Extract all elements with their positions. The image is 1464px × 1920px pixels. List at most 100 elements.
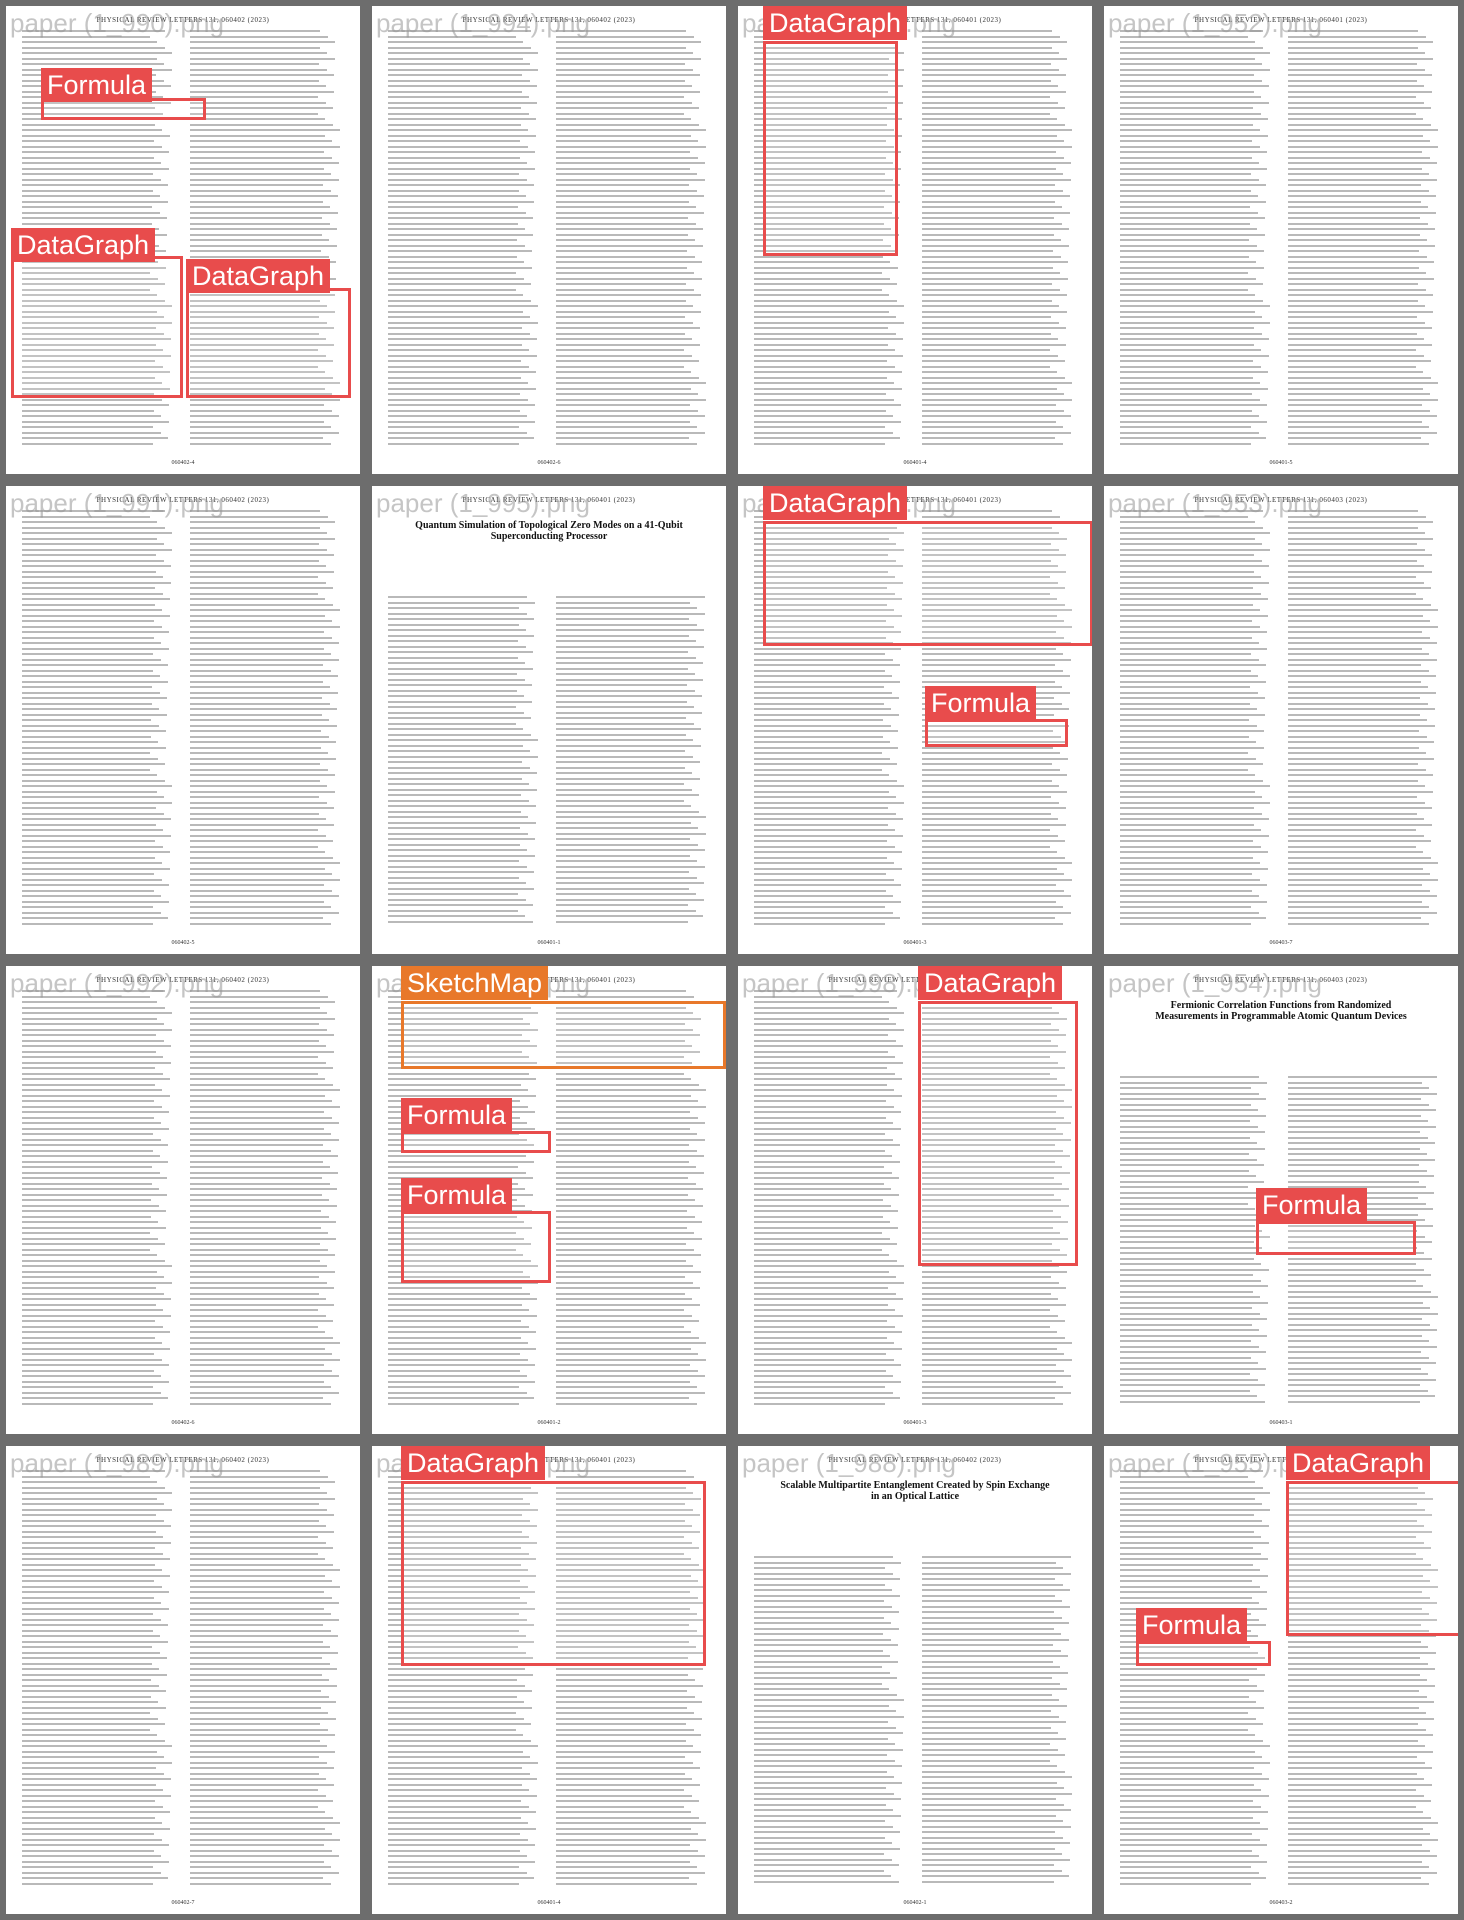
- text-line: [754, 697, 899, 699]
- text-line: [190, 1508, 327, 1511]
- text-line: [556, 1728, 694, 1731]
- text-line: [556, 799, 684, 802]
- text-line: [556, 200, 689, 203]
- text-line: [1120, 1296, 1260, 1298]
- text-line: [1120, 431, 1259, 434]
- text-line: [1288, 299, 1418, 302]
- text-line: [388, 1701, 524, 1703]
- text-line: [1120, 906, 1251, 908]
- text-line: [388, 1767, 522, 1769]
- text-line: [22, 1034, 156, 1036]
- text-line: [22, 851, 170, 853]
- text-line: [1288, 785, 1425, 787]
- text-line: [556, 1133, 697, 1135]
- text-line: [754, 167, 901, 170]
- text-line: [22, 889, 154, 892]
- text-line: [22, 156, 154, 159]
- text-line: [1120, 603, 1253, 606]
- text-line: [190, 294, 335, 296]
- running-header: PHYSICAL REVIEW LETTERS 131, 060402 (202…: [828, 1456, 1002, 1464]
- text-line: [190, 878, 340, 881]
- text-line: [922, 393, 1064, 395]
- text-line: [754, 211, 892, 214]
- text-line: [754, 1671, 890, 1674]
- text-line: [388, 1734, 523, 1736]
- text-line: [388, 1541, 537, 1544]
- text-line: [556, 431, 705, 434]
- text-line: [1288, 642, 1437, 644]
- text-line: [22, 1657, 167, 1659]
- page-footer: 060401-3: [903, 1420, 927, 1426]
- text-line: [388, 1866, 519, 1868]
- text-line: [754, 532, 904, 534]
- text-line: [1120, 101, 1269, 104]
- text-line: [922, 409, 1064, 412]
- text-line: [556, 1375, 705, 1377]
- text-line: [22, 1391, 161, 1394]
- text-line: [922, 1594, 1055, 1597]
- text-line: [190, 818, 326, 820]
- text-line: [388, 239, 517, 241]
- text-line: [388, 1325, 529, 1328]
- text-line: [1288, 1651, 1436, 1654]
- text-line: [190, 1855, 339, 1857]
- text-line: [190, 338, 326, 340]
- text-line: [190, 1877, 323, 1879]
- text-line: [1288, 587, 1431, 589]
- text-line: [388, 134, 536, 137]
- text-line: [190, 1226, 321, 1229]
- text-line: [1120, 1486, 1263, 1489]
- text-line: [190, 1607, 324, 1610]
- text-line: [22, 321, 172, 324]
- text-line: [1120, 1169, 1249, 1172]
- text-line: [388, 695, 524, 697]
- text-line: [190, 1866, 331, 1868]
- text-line: [754, 609, 894, 611]
- text-line: [556, 365, 684, 368]
- text-line: [1120, 1651, 1258, 1654]
- text-line: [1288, 74, 1432, 76]
- text-line: [556, 1149, 697, 1152]
- text-line: [754, 217, 899, 219]
- text-line: [1120, 790, 1255, 793]
- text-line: [754, 250, 898, 252]
- text-line: [388, 1871, 527, 1874]
- text-line: [1120, 554, 1254, 556]
- text-line: [388, 1679, 517, 1681]
- text-line: [190, 1662, 330, 1665]
- text-line: [556, 1309, 684, 1311]
- text-line: [922, 840, 1065, 842]
- text-line: [190, 1276, 319, 1278]
- text-line: [1120, 724, 1257, 727]
- text-line: [754, 1803, 886, 1806]
- text-line: [190, 1012, 327, 1014]
- text-line: [1120, 1147, 1265, 1150]
- text-line: [1120, 1120, 1250, 1122]
- text-line: [1120, 570, 1254, 573]
- text-line: [922, 1572, 1071, 1575]
- text-line: [922, 1292, 1051, 1295]
- text-line: [22, 442, 153, 445]
- text-line: [754, 1677, 897, 1679]
- text-line: [556, 316, 685, 318]
- text-line: [22, 206, 152, 208]
- text-line: [754, 631, 901, 633]
- text-line: [388, 1391, 527, 1394]
- text-line: [22, 1281, 172, 1284]
- text-line: [388, 1375, 527, 1377]
- text-line: [190, 1580, 332, 1582]
- text-line: [1120, 1574, 1268, 1577]
- text-line: [190, 57, 335, 60]
- text-line: [556, 662, 703, 664]
- text-line: [190, 587, 333, 589]
- text-line: [754, 162, 893, 164]
- text-line: [922, 851, 1057, 853]
- text-line: [1120, 1274, 1253, 1276]
- text-line: [388, 761, 522, 763]
- text-line: [754, 387, 902, 390]
- text-line: [190, 1745, 327, 1747]
- text-line: [190, 559, 319, 562]
- text-line: [22, 376, 155, 379]
- text-line: [22, 1210, 166, 1212]
- text-line: [1120, 1131, 1265, 1133]
